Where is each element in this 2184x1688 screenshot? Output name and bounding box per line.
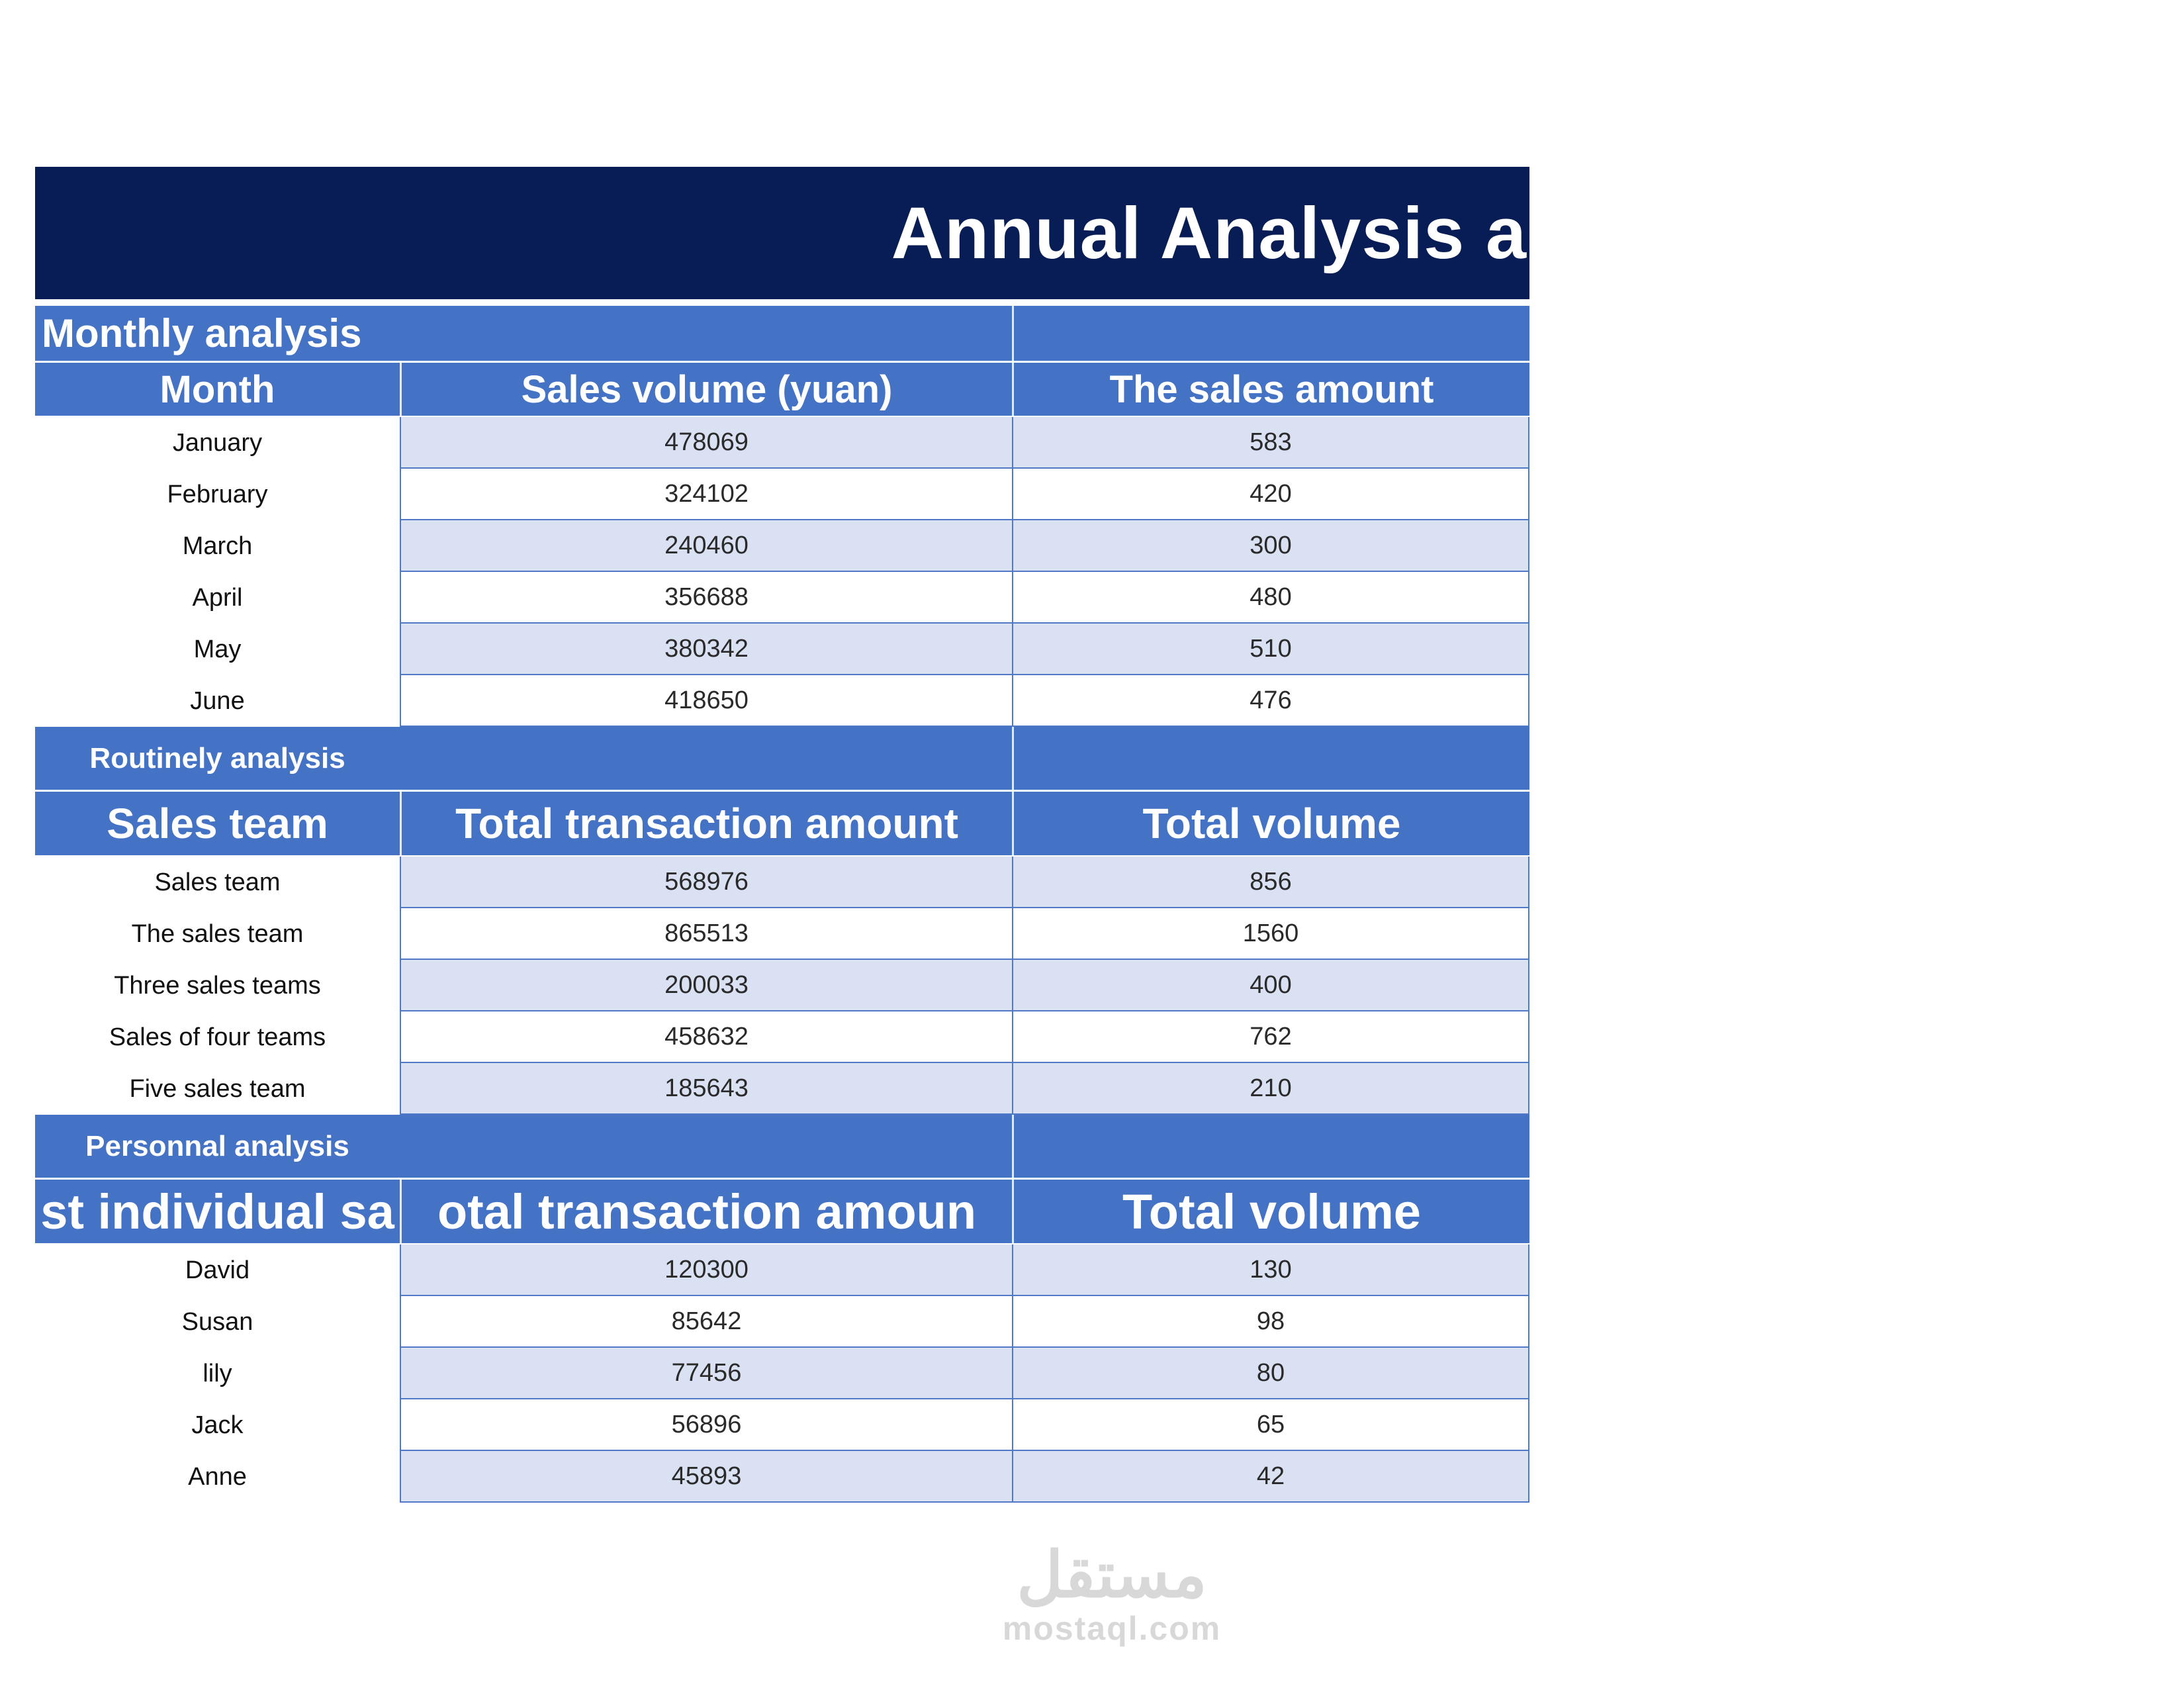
row-volume: 400	[1012, 960, 1529, 1011]
table-row: Susan 85642 98	[35, 1296, 1529, 1348]
section-label-monthly: Monthly analysis	[42, 311, 362, 355]
row-amount: 85642	[400, 1296, 1012, 1348]
row-amount: 568976	[400, 857, 1012, 908]
row-volume: 1560	[1012, 908, 1529, 960]
row-label: February	[35, 469, 400, 520]
row-amount: 418650	[400, 675, 1012, 727]
row-label: Five sales team	[35, 1063, 400, 1115]
row-volume: 476	[1012, 675, 1529, 727]
row-label: David	[35, 1244, 400, 1296]
row-amount: 77456	[400, 1348, 1012, 1399]
column-header-best-individual: st individual sa	[40, 1184, 394, 1239]
section-label-personnal: Personnal analysis	[85, 1129, 349, 1162]
section-bar-routinely: Routinely analysis	[35, 727, 1529, 792]
table-row: March 240460 300	[35, 520, 1529, 572]
section-divider	[1012, 727, 1014, 790]
page-title: Annual Analysis a	[891, 192, 1527, 274]
row-label: The sales team	[35, 908, 400, 960]
column-header-total-volume: Total volume	[1012, 1180, 1529, 1243]
row-amount: 380342	[400, 624, 1012, 675]
column-header-month: Month	[159, 367, 275, 411]
row-label: April	[35, 572, 400, 624]
row-volume: 583	[1012, 417, 1529, 469]
watermark: مستقل mostaql.com	[913, 1542, 1310, 1648]
row-label: March	[35, 520, 400, 572]
table-row: June 418650 476	[35, 675, 1529, 727]
table-row: Sales team 568976 856	[35, 857, 1529, 908]
row-label: Jack	[35, 1399, 400, 1451]
column-header-total-transaction: Total transaction amount	[400, 792, 1012, 855]
row-label: Anne	[35, 1451, 400, 1503]
row-amount: 56896	[400, 1399, 1012, 1451]
header-row-personnal: st individual sa otal transaction amoun …	[35, 1180, 1529, 1244]
row-amount: 478069	[400, 417, 1012, 469]
row-amount: 865513	[400, 908, 1012, 960]
row-volume: 42	[1012, 1451, 1529, 1503]
row-volume: 856	[1012, 857, 1529, 908]
row-amount: 356688	[400, 572, 1012, 624]
column-header-sales-team: Sales team	[107, 800, 328, 847]
table-row: Jack 56896 65	[35, 1399, 1529, 1451]
row-volume: 130	[1012, 1244, 1529, 1296]
row-volume: 65	[1012, 1399, 1529, 1451]
section-divider	[1012, 306, 1014, 361]
section-bar-personnal: Personnal analysis	[35, 1115, 1529, 1180]
row-volume: 420	[1012, 469, 1529, 520]
table-row: Three sales teams 200033 400	[35, 960, 1529, 1011]
row-label: June	[35, 675, 400, 727]
row-volume: 210	[1012, 1063, 1529, 1115]
column-header-total-volume: Total volume	[1012, 792, 1529, 855]
table-row: The sales team 865513 1560	[35, 908, 1529, 960]
section-bar-monthly: Monthly analysis	[35, 306, 1529, 363]
row-amount: 120300	[400, 1244, 1012, 1296]
row-label: May	[35, 624, 400, 675]
title-gap	[35, 299, 1529, 306]
table-row: April 356688 480	[35, 572, 1529, 624]
row-volume: 80	[1012, 1348, 1529, 1399]
row-volume: 762	[1012, 1011, 1529, 1063]
row-label: Susan	[35, 1296, 400, 1348]
row-label: lily	[35, 1348, 400, 1399]
row-amount: 45893	[400, 1451, 1012, 1503]
row-volume: 300	[1012, 520, 1529, 572]
column-header-sales-amount: The sales amount	[1012, 363, 1529, 416]
report-table: Annual Analysis a Monthly analysis Month…	[35, 167, 1529, 1503]
header-row-monthly: Month Sales volume (yuan) The sales amou…	[35, 363, 1529, 417]
row-label: Sales of four teams	[35, 1011, 400, 1063]
table-row: January 478069 583	[35, 417, 1529, 469]
table-row: May 380342 510	[35, 624, 1529, 675]
title-bar: Annual Analysis a	[35, 167, 1529, 299]
row-amount: 240460	[400, 520, 1012, 572]
row-amount: 185643	[400, 1063, 1012, 1115]
row-label: Three sales teams	[35, 960, 400, 1011]
row-amount: 324102	[400, 469, 1012, 520]
row-volume: 510	[1012, 624, 1529, 675]
table-row: February 324102 420	[35, 469, 1529, 520]
row-label: January	[35, 417, 400, 469]
table-row: Sales of four teams 458632 762	[35, 1011, 1529, 1063]
table-row: lily 77456 80	[35, 1348, 1529, 1399]
watermark-latin-text: mostaql.com	[1002, 1609, 1222, 1647]
watermark-arabic-text: مستقل	[1017, 1540, 1207, 1611]
row-volume: 98	[1012, 1296, 1529, 1348]
column-header-sales-volume: Sales volume (yuan)	[400, 363, 1012, 416]
section-divider	[1012, 1115, 1014, 1178]
table-row: David 120300 130	[35, 1244, 1529, 1296]
row-volume: 480	[1012, 572, 1529, 624]
table-row: Anne 45893 42	[35, 1451, 1529, 1503]
section-label-routinely: Routinely analysis	[89, 741, 345, 774]
header-row-routinely: Sales team Total transaction amount Tota…	[35, 792, 1529, 857]
row-label: Sales team	[35, 857, 400, 908]
row-amount: 200033	[400, 960, 1012, 1011]
column-header-total-transaction: otal transaction amoun	[400, 1180, 1012, 1243]
row-amount: 458632	[400, 1011, 1012, 1063]
table-row: Five sales team 185643 210	[35, 1063, 1529, 1115]
